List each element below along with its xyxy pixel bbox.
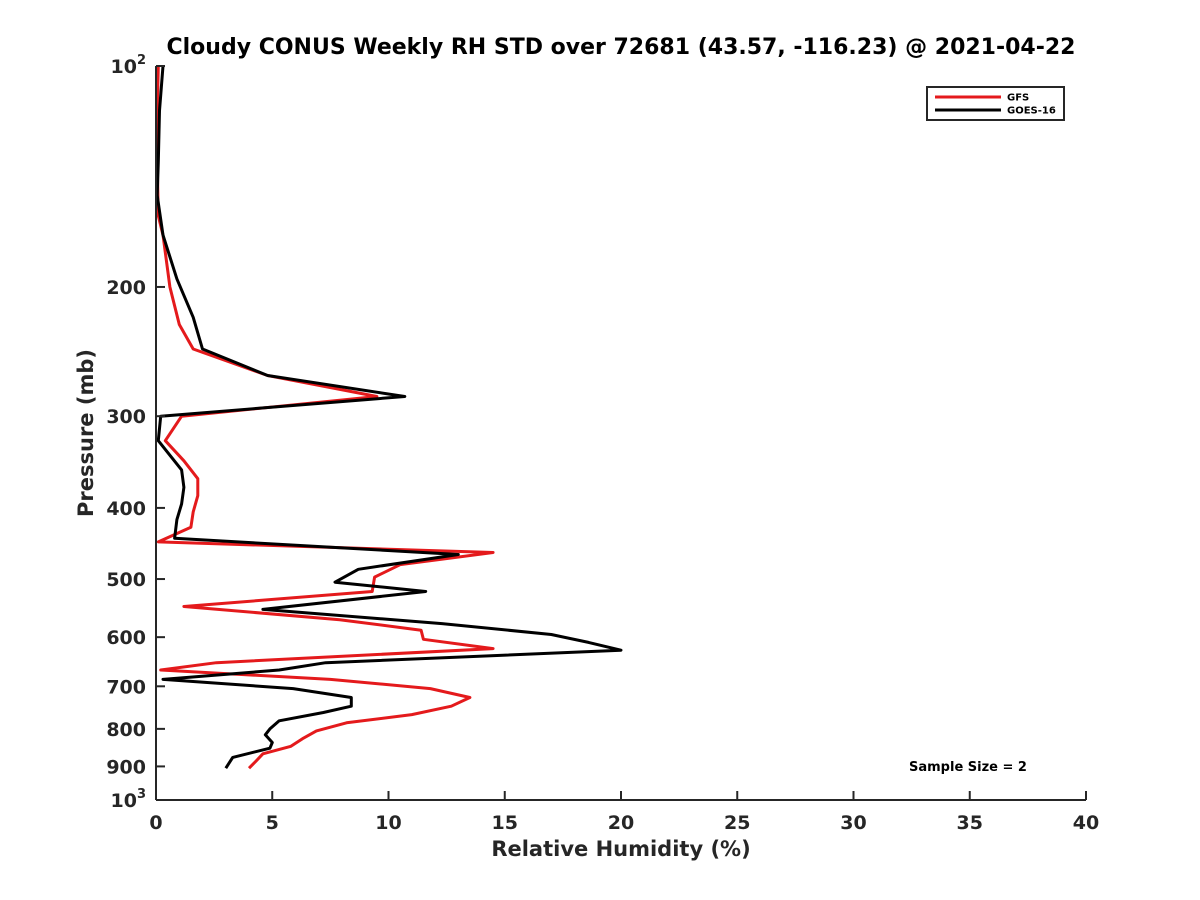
legend-label: GFS xyxy=(1007,93,1029,104)
series-line-goes-16 xyxy=(155,65,623,770)
x-tick-label: 20 xyxy=(608,812,634,834)
y-tick-label: 102 xyxy=(111,53,147,78)
chart-title: Cloudy CONUS Weekly RH STD over 72681 (4… xyxy=(167,35,1076,60)
y-tick-label: 800 xyxy=(106,719,146,741)
series-layer xyxy=(155,65,623,770)
x-tick-label: 5 xyxy=(266,812,279,834)
y-axis-label: Pressure (mb) xyxy=(74,349,98,517)
y-tick-label: 900 xyxy=(106,756,146,778)
sample-size-annotation: Sample Size = 2 xyxy=(909,760,1027,775)
legend-box xyxy=(926,86,1065,121)
series-line-gfs xyxy=(155,65,495,770)
x-tick-label: 30 xyxy=(840,812,866,834)
x-tick-label: 25 xyxy=(724,812,750,834)
y-tick-label: 103 xyxy=(111,787,147,812)
y-tick-label: 700 xyxy=(106,676,146,698)
legend: GFS GOES-16 xyxy=(926,86,1065,121)
y-tick-label: 200 xyxy=(106,277,146,299)
legend-label: GOES-16 xyxy=(1007,106,1056,117)
y-tick-label: 400 xyxy=(106,498,146,520)
x-tick-label: 15 xyxy=(492,812,518,834)
x-tick-label: 35 xyxy=(957,812,983,834)
x-tick-label: 10 xyxy=(375,812,401,834)
x-tick-label: 40 xyxy=(1073,812,1099,834)
y-tick-label: 300 xyxy=(106,406,146,428)
y-tick-label: 500 xyxy=(106,569,146,591)
y-tick-label: 600 xyxy=(106,627,146,649)
x-axis-label: Relative Humidity (%) xyxy=(491,837,750,861)
axes-layer: 0 5 10 15 20 25 30 35 40 102 200 300 400 500 600 700 800… xyxy=(106,53,1099,834)
x-tick-label: 0 xyxy=(149,812,162,834)
